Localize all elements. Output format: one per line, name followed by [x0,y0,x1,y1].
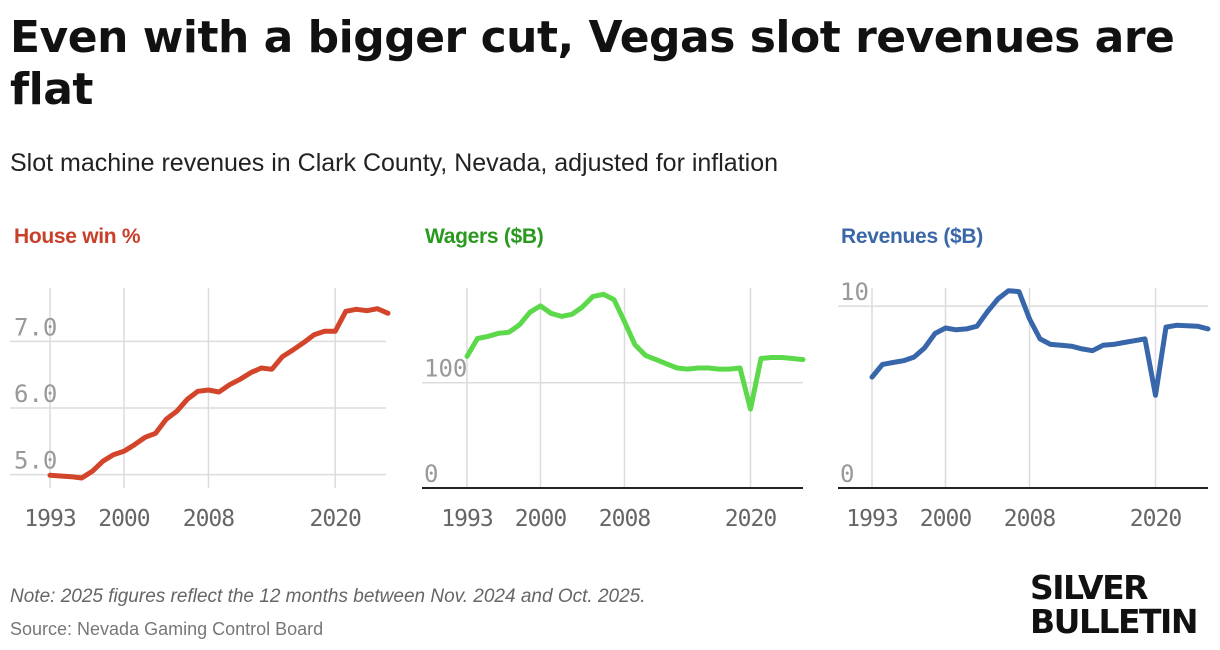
wagers-series-line [464,291,806,412]
revenues-panel-title: Revenues ($B) [841,225,983,248]
wagers-ytick-label: 0 [424,460,438,488]
revenues-xtick-label: 2008 [1004,506,1056,532]
silver-bulletin-logo: SILVER BULLETIN [1030,568,1198,641]
house-win-series-line [47,306,391,481]
footnote: Note: 2025 figures reflect the 12 months… [10,586,646,607]
revenues-series-line [869,288,1211,398]
chart-subtitle: Slot machine revenues in Clark County, N… [10,149,779,177]
revenues-xtick-label: 2020 [1130,506,1182,532]
house-win-xtick-label: 2000 [98,506,150,532]
house-win-ytick-label: 6.0 [14,380,57,408]
house-win-xtick-label: 2020 [309,506,361,532]
wagers-xtick-label: 2020 [725,506,777,532]
wagers-panel-title: Wagers ($B) [425,225,544,248]
wagers-ytick-label: 100 [424,355,467,383]
logo-line-2: BULLETIN [1030,602,1198,641]
house-win-panel-title: House win % [14,225,141,248]
wagers-xtick-label: 1993 [441,506,493,532]
house-win-ytick-label: 7.0 [14,313,57,341]
revenues-ytick-label: 10 [840,278,869,306]
revenues-xtick-label: 2000 [920,506,972,532]
house-win-ytick-label: 5.0 [14,447,57,475]
wagers-xtick-label: 2008 [599,506,651,532]
house-win-xtick-label: 2008 [183,506,235,532]
logo-line-1: SILVER [1030,568,1149,607]
revenues-xtick-label: 1993 [846,506,898,532]
source-line: Source: Nevada Gaming Control Board [10,619,324,639]
chart-title: Even with a bigger cut, Vegas slot reven… [10,12,1175,115]
revenues-ytick-label: 0 [840,460,854,488]
wagers-xtick-label: 2000 [515,506,567,532]
house-win-xtick-label: 1993 [24,506,76,532]
